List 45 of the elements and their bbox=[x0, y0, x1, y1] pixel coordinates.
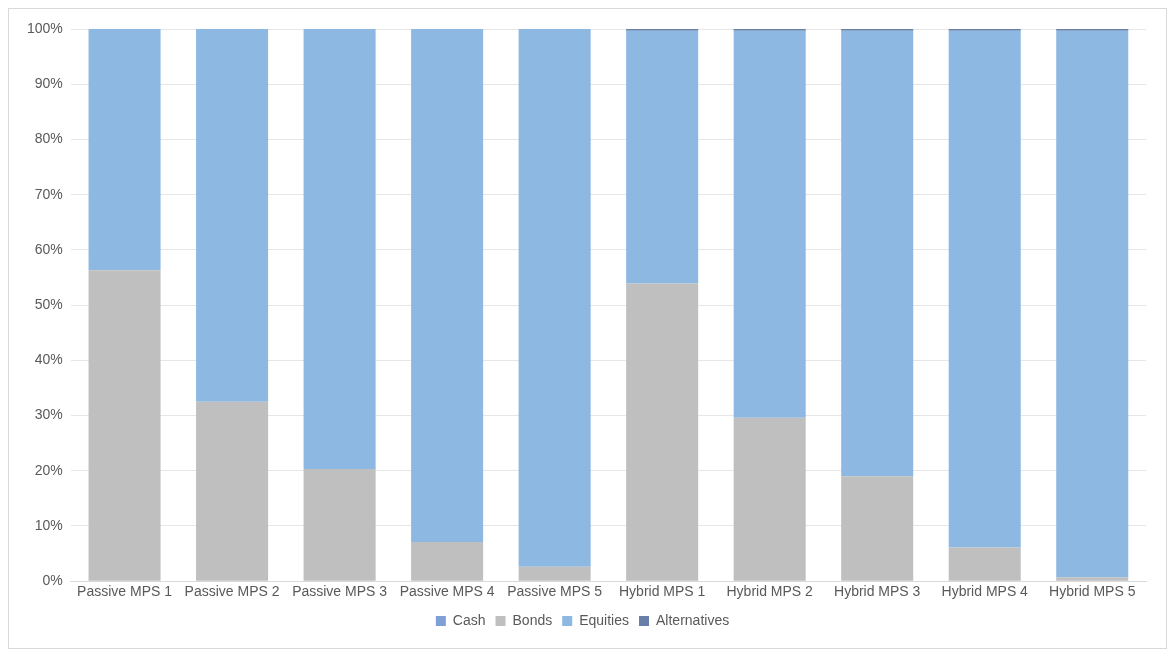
bar bbox=[626, 283, 699, 581]
x-tick-label: Passive MPS 4 bbox=[399, 583, 495, 600]
x-tick-label: Hybrid MPS 5 bbox=[1049, 583, 1136, 600]
y-tick-label: 10% bbox=[34, 516, 63, 533]
bar bbox=[841, 30, 914, 477]
bar bbox=[948, 547, 1021, 581]
y-tick-label: 70% bbox=[34, 185, 63, 202]
bar bbox=[196, 29, 269, 402]
bar bbox=[196, 401, 269, 581]
legend-label: Equities bbox=[579, 611, 630, 628]
legend-label: Cash bbox=[452, 611, 486, 628]
x-tick-label: Hybrid MPS 3 bbox=[834, 583, 921, 600]
bar bbox=[303, 469, 376, 581]
x-tick-label: Hybrid MPS 4 bbox=[941, 583, 1029, 600]
y-tick-label: 50% bbox=[34, 295, 63, 312]
y-tick-label: 30% bbox=[34, 406, 63, 423]
bar bbox=[1056, 30, 1129, 578]
bar bbox=[411, 541, 484, 581]
y-tick-label: 20% bbox=[34, 461, 63, 478]
bar bbox=[411, 29, 484, 542]
y-tick-label: 40% bbox=[34, 351, 63, 368]
x-tick-label: Passive MPS 5 bbox=[507, 583, 603, 600]
bar bbox=[948, 30, 1021, 548]
y-tick-label: 0% bbox=[42, 572, 63, 589]
bar bbox=[841, 476, 914, 581]
y-tick-label: 90% bbox=[34, 75, 63, 92]
x-tick-label: Hybrid MPS 2 bbox=[726, 583, 814, 600]
y-tick-label: 60% bbox=[34, 240, 63, 257]
bar bbox=[518, 29, 591, 567]
bar bbox=[733, 30, 806, 418]
y-tick-label: 80% bbox=[34, 130, 63, 147]
y-tick-label: 100% bbox=[26, 19, 63, 36]
bar bbox=[626, 30, 699, 284]
legend-label: Bonds bbox=[512, 611, 553, 628]
bar bbox=[303, 29, 376, 470]
x-tick-label: Passive MPS 1 bbox=[77, 583, 173, 600]
bar bbox=[88, 29, 161, 271]
x-tick-label: Hybrid MPS 1 bbox=[618, 583, 706, 600]
bar bbox=[518, 566, 591, 581]
bar bbox=[733, 417, 806, 581]
bar bbox=[1056, 577, 1129, 581]
x-tick-label: Passive MPS 3 bbox=[292, 583, 388, 600]
legend-label: Alternatives bbox=[656, 611, 730, 628]
bar bbox=[88, 270, 161, 581]
x-tick-label: Passive MPS 2 bbox=[184, 583, 280, 600]
